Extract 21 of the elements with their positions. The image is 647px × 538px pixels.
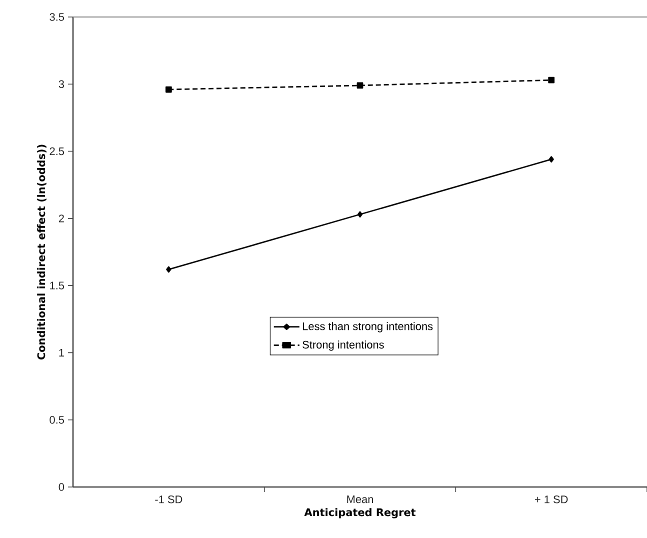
legend-label: Less than strong intentions <box>302 322 433 332</box>
x-tick-label: Mean <box>347 496 373 504</box>
y-tick-label: 2 <box>58 214 64 222</box>
point <box>548 76 555 84</box>
y-tick-label: 1 <box>59 348 64 356</box>
y-tick-label: 1.5 <box>50 282 64 290</box>
point <box>548 156 554 163</box>
point <box>357 211 363 218</box>
y-tick-label: 0.5 <box>50 416 64 424</box>
legend-label: Strong intentions <box>302 340 384 351</box>
x-tick-label: + 1 SD <box>534 496 568 504</box>
y-tick-label: 2.5 <box>50 147 64 156</box>
y-tick-label: 3.5 <box>50 13 64 21</box>
y-tick-label: 0 <box>58 483 64 491</box>
y-axis-title: Conditional indirect effect (ln(odds)) <box>37 144 46 360</box>
y-tick-label: 3 <box>58 80 64 88</box>
point <box>356 82 364 89</box>
x-tick-label: -1 SD <box>155 496 182 504</box>
point <box>166 266 172 273</box>
point <box>165 86 172 93</box>
x-axis-title: Anticipated Regret <box>304 508 416 518</box>
